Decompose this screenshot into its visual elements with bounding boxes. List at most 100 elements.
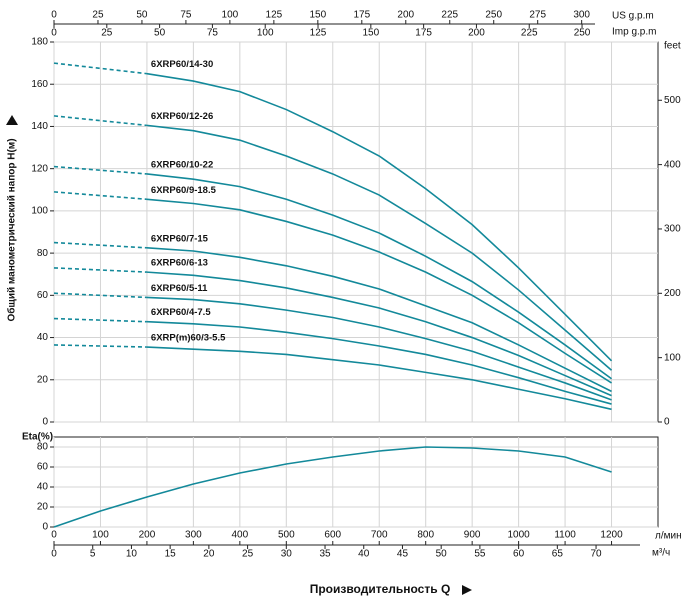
x2-tick-label: 45: [397, 549, 409, 560]
top-tick-label: 150: [362, 28, 379, 39]
top-tick-label: 25: [92, 10, 104, 21]
top-tick-label: 50: [136, 10, 148, 21]
y-tick-label: 60: [37, 290, 49, 301]
top-tick-label: 175: [415, 28, 432, 39]
series-label: 6XRP60/6-13: [151, 258, 208, 269]
series-label: 6XRP60/12-26: [151, 111, 213, 122]
y-arrow: [6, 115, 18, 125]
x2-tick-label: 55: [474, 549, 486, 560]
top-tick-label: 250: [574, 28, 591, 39]
curve-dashed: [53, 344, 147, 348]
x2-tick-label: 50: [436, 549, 448, 560]
y-axis-label: Общий манометрический напор H(м): [6, 138, 18, 321]
x-tick-label: 0: [51, 530, 57, 541]
y-tick-label: 20: [37, 374, 49, 385]
y2-tick-label: 300: [664, 224, 681, 235]
series-label: 6XRP60/7-15: [151, 233, 209, 244]
y-tick-label: 140: [31, 121, 48, 132]
curve: [146, 320, 612, 405]
top-tick-label: 250: [485, 10, 502, 21]
y2-tick-label: 100: [664, 352, 681, 363]
x-tick-label: 1000: [507, 530, 530, 541]
y-tick-label: 60: [37, 462, 49, 473]
top-tick-label: 75: [180, 10, 192, 21]
x2-tick-label: 70: [590, 549, 602, 560]
y-tick-label: 0: [42, 522, 48, 533]
y-tick-label: 80: [37, 248, 49, 259]
curve: [146, 247, 612, 393]
curve-dashed: [53, 191, 147, 201]
x-tick-label: 1200: [600, 530, 623, 541]
curve: [146, 124, 613, 371]
y-tick-label: 80: [37, 442, 49, 453]
top-tick-label: 200: [468, 28, 485, 39]
x2-tick-label: 0: [51, 549, 57, 560]
y2-tick-label: 500: [664, 95, 681, 106]
top-tick-label: 175: [353, 10, 370, 21]
x-tick-label: 900: [464, 530, 481, 541]
series-label: 6XRP(m)60/3-5.5: [151, 333, 226, 344]
x-arrow: [462, 585, 472, 595]
eta-label: Eta(%): [22, 432, 53, 443]
curve: [146, 346, 612, 411]
x2-tick-label: 5: [90, 549, 96, 560]
series-label: 6XRP60/4-7.5: [151, 307, 211, 318]
y-tick-label: 120: [31, 163, 48, 174]
top-tick-label: 275: [529, 10, 546, 21]
series-label: 6XRP60/14-30: [151, 59, 213, 70]
x2-tick-label: 10: [126, 549, 138, 560]
top-tick-label: 75: [207, 28, 219, 39]
x2-tick-label: 40: [358, 549, 370, 560]
y-tick-label: 160: [31, 79, 48, 90]
x2-tick-label: 20: [203, 549, 215, 560]
curve-dashed: [53, 317, 147, 323]
x-tick-label: 600: [324, 530, 341, 541]
top-tick-label: 300: [573, 10, 590, 21]
y-tick-label: 180: [31, 37, 48, 48]
main-frame: [53, 41, 659, 423]
y-tick-label: 40: [37, 482, 49, 493]
x-title: Производительность Q: [310, 582, 451, 596]
curve: [146, 72, 613, 362]
x2-tick-label: 15: [165, 549, 177, 560]
x2-tick-label: 30: [281, 549, 293, 560]
x2-tick-label: 35: [319, 549, 331, 560]
x-tick-label: 800: [417, 530, 434, 541]
top-tick-label: 225: [521, 28, 538, 39]
x-tick-label: 100: [92, 530, 109, 541]
y-tick-label: 40: [37, 332, 49, 343]
top-axis-label: Imp g.p.m: [612, 27, 656, 38]
series-label: 6XRP60/10-22: [151, 159, 213, 170]
top-tick-label: 125: [310, 28, 327, 39]
eta-frame: [53, 436, 659, 528]
y2-axis-label: feet: [664, 41, 681, 52]
curve: [146, 198, 612, 384]
x-tick-label: 700: [371, 530, 388, 541]
top-tick-label: 100: [257, 28, 274, 39]
x2-axis-label: м³/ч: [652, 548, 670, 559]
top-tick-label: 100: [222, 10, 239, 21]
eta-curve: [53, 446, 612, 528]
curve-dashed: [53, 165, 147, 175]
curve-dashed: [53, 292, 147, 299]
y-tick-label: 0: [42, 417, 48, 428]
curve-dashed: [53, 241, 147, 249]
y2-tick-label: 400: [664, 159, 681, 170]
curve: [146, 271, 612, 397]
top-tick-label: 25: [101, 28, 113, 39]
top-tick-label: 50: [154, 28, 166, 39]
x2-tick-label: 60: [513, 549, 525, 560]
x-tick-label: 400: [232, 530, 249, 541]
series-label: 6XRP60/9-18.5: [151, 185, 217, 196]
top-tick-label: 150: [309, 10, 326, 21]
x-axis-label: л/мин: [655, 531, 682, 542]
x-tick-label: 1100: [554, 530, 576, 541]
curve: [146, 296, 612, 401]
top-axis-label: US g.p.m: [612, 11, 654, 22]
x-tick-label: 200: [139, 530, 156, 541]
x2-tick-label: 25: [242, 549, 254, 560]
top-tick-label: 0: [51, 10, 57, 21]
curve: [146, 173, 613, 380]
y-tick-label: 100: [31, 206, 48, 217]
